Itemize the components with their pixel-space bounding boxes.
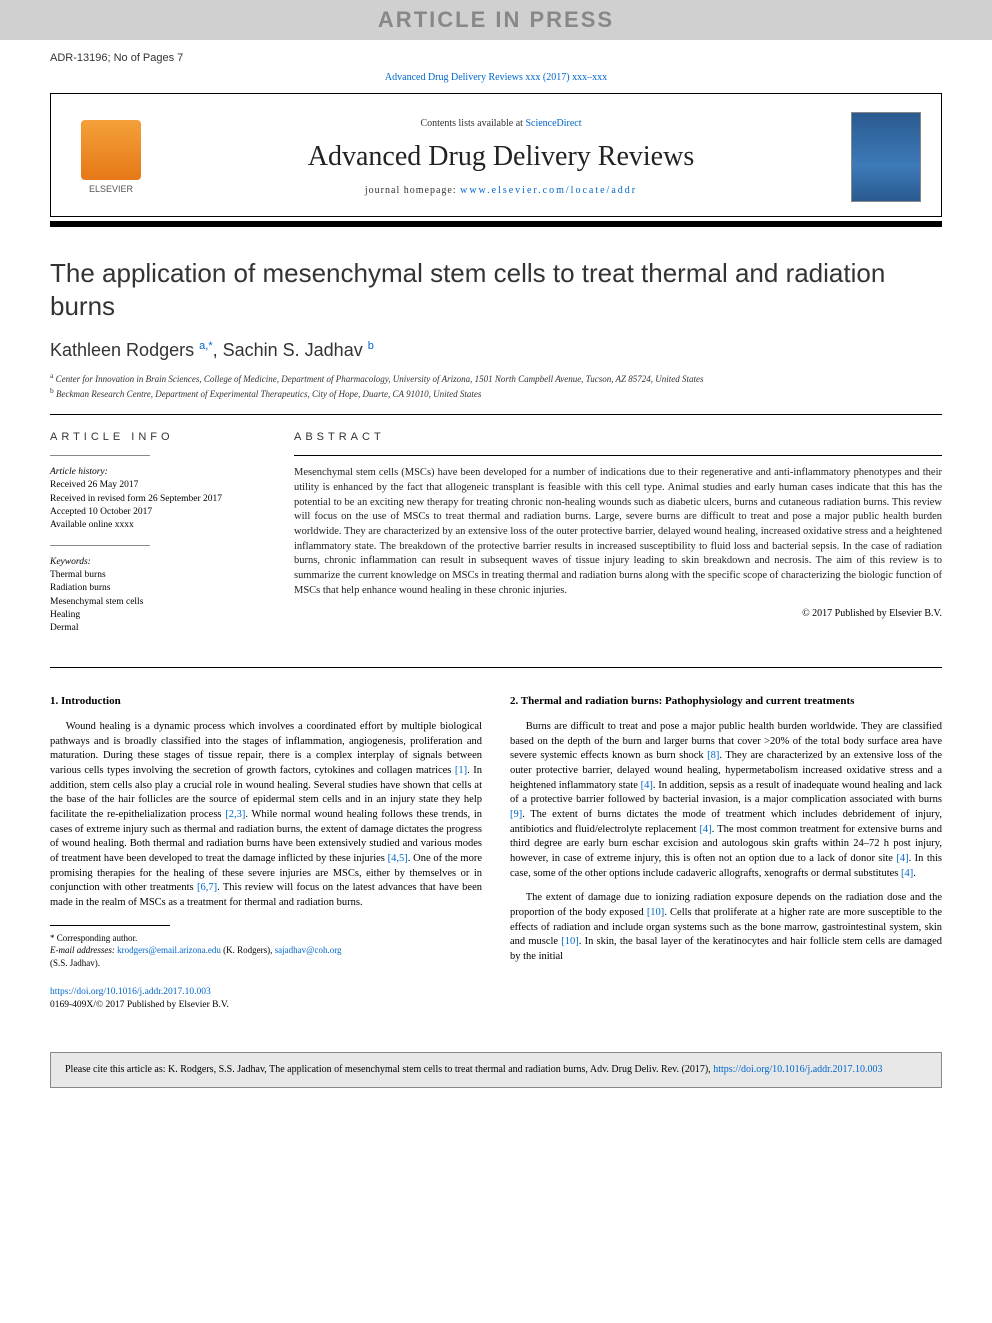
author-1-name: Kathleen Rodgers (50, 340, 194, 360)
abstract-text: Mesenchymal stem cells (MSCs) have been … (294, 466, 942, 598)
contents-prefix: Contents lists available at (420, 118, 525, 129)
keyword-item: Radiation burns (50, 582, 270, 595)
ref-link[interactable]: [2,3] (225, 809, 245, 820)
footnotes-block: * Corresponding author. E-mail addresses… (50, 932, 482, 970)
body-two-columns: 1. Introduction Wound healing is a dynam… (50, 694, 942, 1012)
abstract-column: ABSTRACT Mesenchymal stem cells (MSCs) h… (294, 431, 942, 647)
journal-name: Advanced Drug Delivery Reviews (151, 141, 851, 173)
section-1-heading: 1. Introduction (50, 694, 482, 709)
author-2-affil-sup: b (368, 340, 374, 352)
top-citation: Advanced Drug Delivery Reviews xxx (2017… (50, 72, 942, 83)
ref-link[interactable]: [4] (901, 868, 913, 879)
issn-copyright-line: 0169-409X/© 2017 Published by Elsevier B… (50, 999, 482, 1012)
author-2-email-link[interactable]: sajadhav@coh.org (275, 945, 342, 955)
sec2-paragraph-1: Burns are difficult to treat and pose a … (510, 720, 942, 882)
header-center: Contents lists available at ScienceDirec… (151, 118, 851, 196)
ref-link[interactable]: [4] (699, 824, 711, 835)
keyword-item: Thermal burns (50, 569, 270, 582)
article-id-line: ADR-13196; No of Pages 7 (50, 52, 942, 64)
watermark-banner: ARTICLE IN PRESS (0, 0, 992, 40)
divider-bottom (50, 667, 942, 668)
authors-line: Kathleen Rodgers a,*, Sachin S. Jadhav b (50, 340, 942, 361)
sec2-paragraph-2: The extent of damage due to ionizing rad… (510, 891, 942, 964)
abstract-label: ABSTRACT (294, 431, 942, 443)
body-column-left: 1. Introduction Wound healing is a dynam… (50, 694, 482, 1012)
header-underline-bar (50, 221, 942, 227)
author-2-name: Sachin S. Jadhav (223, 340, 363, 360)
section-2-heading: 2. Thermal and radiation burns: Pathophy… (510, 694, 942, 709)
author-sep: , (213, 340, 223, 360)
affiliations-block: a Center for Innovation in Brain Science… (50, 371, 942, 400)
doi-block: https://doi.org/10.1016/j.addr.2017.10.0… (50, 986, 482, 1013)
email-addresses-line: E-mail addresses: krodgers@email.arizona… (50, 944, 482, 957)
keyword-item: Healing (50, 609, 270, 622)
ref-link[interactable]: [4] (641, 780, 653, 791)
history-revised: Received in revised form 26 September 20… (50, 493, 270, 506)
info-divider-2 (50, 545, 150, 546)
affiliation-b: b Beckman Research Centre, Department of… (50, 386, 942, 401)
watermark-text: ARTICLE IN PRESS (378, 7, 614, 33)
intro-paragraph: Wound healing is a dynamic process which… (50, 720, 482, 911)
text-run: Wound healing is a dynamic process which… (50, 721, 482, 776)
history-label: Article history: (50, 466, 270, 479)
citation-text: Please cite this article as: K. Rodgers,… (65, 1064, 713, 1075)
author-1-email-link[interactable]: krodgers@email.arizona.edu (117, 945, 221, 955)
citation-box: Please cite this article as: K. Rodgers,… (50, 1052, 942, 1088)
corresponding-author-note: * Corresponding author. (50, 932, 482, 945)
history-received: Received 26 May 2017 (50, 479, 270, 492)
article-history-block: Article history: Received 26 May 2017 Re… (50, 466, 270, 532)
abstract-copyright: © 2017 Published by Elsevier B.V. (294, 608, 942, 619)
ref-link[interactable]: [4] (896, 853, 908, 864)
page-container: ADR-13196; No of Pages 7 Advanced Drug D… (0, 40, 992, 1032)
article-info-column: ARTICLE INFO Article history: Received 2… (50, 431, 270, 647)
history-accepted: Accepted 10 October 2017 (50, 506, 270, 519)
info-abstract-row: ARTICLE INFO Article history: Received 2… (50, 415, 942, 667)
author-1-affil-sup: a, (199, 340, 208, 352)
ref-link[interactable]: [10] (561, 936, 579, 947)
article-title: The application of mesenchymal stem cell… (50, 257, 942, 322)
affiliation-a-text: Center for Innovation in Brain Sciences,… (56, 374, 704, 384)
sciencedirect-link[interactable]: ScienceDirect (525, 118, 581, 129)
ref-link[interactable]: [9] (510, 809, 522, 820)
info-divider-1 (50, 455, 150, 456)
keywords-label: Keywords: (50, 556, 270, 569)
contents-available-line: Contents lists available at ScienceDirec… (151, 118, 851, 129)
keywords-block: Keywords: Thermal burns Radiation burns … (50, 556, 270, 636)
email2-who: (S.S. Jadhav). (50, 957, 482, 970)
elsevier-label: ELSEVIER (89, 184, 133, 194)
journal-homepage-link[interactable]: www.elsevier.com/locate/addr (460, 185, 637, 196)
abstract-divider (294, 455, 942, 456)
ref-link[interactable]: [1] (455, 765, 467, 776)
ref-link[interactable]: [6,7] (197, 882, 217, 893)
elsevier-tree-icon (81, 120, 141, 180)
text-run: . (913, 868, 916, 879)
body-column-right: 2. Thermal and radiation burns: Pathophy… (510, 694, 942, 1012)
doi-link[interactable]: https://doi.org/10.1016/j.addr.2017.10.0… (50, 987, 211, 997)
keyword-item: Dermal (50, 622, 270, 635)
footnote-separator (50, 925, 170, 926)
ref-link[interactable]: [8] (707, 750, 719, 761)
affiliation-b-text: Beckman Research Centre, Department of E… (56, 389, 481, 399)
top-citation-link[interactable]: Advanced Drug Delivery Reviews xxx (2017… (385, 72, 607, 83)
homepage-prefix: journal homepage: (365, 185, 460, 196)
email-label: E-mail addresses: (50, 945, 117, 955)
citation-doi-link[interactable]: https://doi.org/10.1016/j.addr.2017.10.0… (713, 1064, 882, 1075)
journal-cover-thumbnail (851, 112, 921, 202)
journal-header-box: ELSEVIER Contents lists available at Sci… (50, 93, 942, 217)
email1-who: (K. Rodgers), (221, 945, 275, 955)
elsevier-logo: ELSEVIER (71, 112, 151, 202)
keyword-item: Mesenchymal stem cells (50, 596, 270, 609)
ref-link[interactable]: [4,5] (388, 853, 408, 864)
article-info-label: ARTICLE INFO (50, 431, 270, 443)
ref-link[interactable]: [10] (647, 907, 665, 918)
affiliation-a: a Center for Innovation in Brain Science… (50, 371, 942, 386)
journal-homepage-line: journal homepage: www.elsevier.com/locat… (151, 185, 851, 196)
history-online: Available online xxxx (50, 519, 270, 532)
